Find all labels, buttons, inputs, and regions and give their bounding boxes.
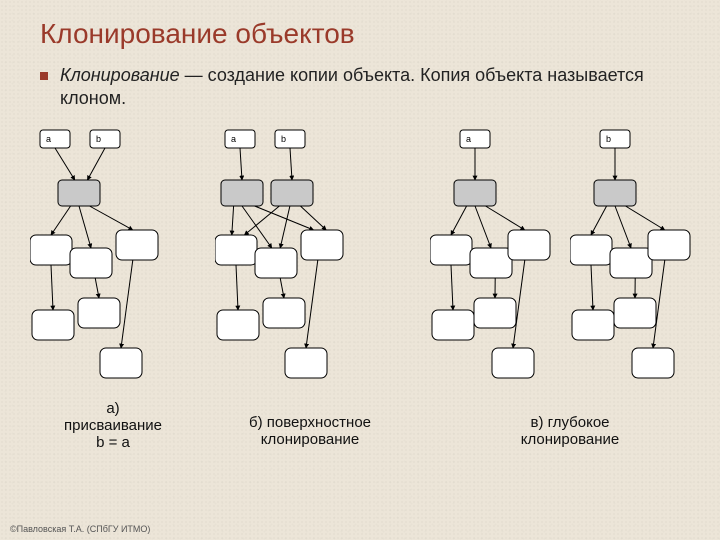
edge-g-c2 (475, 206, 491, 248)
edge-c1-d1 (591, 265, 593, 310)
node-b (275, 130, 305, 148)
edge-ga-c1 (232, 206, 234, 235)
edge-b-gb (290, 148, 292, 180)
node-d2 (263, 298, 305, 328)
diag-b: ab (215, 120, 415, 380)
edge-g-c1 (451, 206, 467, 235)
diag-a: ab (30, 120, 200, 380)
node-c3 (508, 230, 550, 260)
node-a (40, 130, 70, 148)
node-d3 (492, 348, 534, 378)
node-c2 (255, 248, 297, 278)
node-g (58, 180, 100, 206)
node-g (454, 180, 496, 206)
node-a (225, 130, 255, 148)
node-d1 (572, 310, 614, 340)
node-a (460, 130, 490, 148)
node-d2 (474, 298, 516, 328)
node-d2 (78, 298, 120, 328)
node-d1 (217, 310, 259, 340)
node-c1 (430, 235, 472, 265)
definition-text: Клонирование — создание копии объекта. К… (60, 64, 670, 109)
node-c3 (116, 230, 158, 260)
bullet-row: Клонирование — создание копии объекта. К… (40, 64, 670, 109)
footer-copyright: ©Павловская Т.А. (СПбГУ ИТМО) (10, 524, 150, 534)
node-c2 (70, 248, 112, 278)
node-label-b: b (281, 134, 286, 144)
node-d3 (100, 348, 142, 378)
edge-c2-d2 (280, 278, 284, 298)
node-gb (271, 180, 313, 206)
edge-a-g (55, 148, 75, 180)
node-c1 (570, 235, 612, 265)
node-c3 (648, 230, 690, 260)
node-d3 (632, 348, 674, 378)
edge-gb-c1 (244, 206, 279, 235)
node-c2 (470, 248, 512, 278)
node-label-a: a (466, 134, 471, 144)
node-label-a: a (231, 134, 236, 144)
edge-c2-d2 (95, 278, 99, 298)
edge-g-c1 (591, 206, 607, 235)
edge-g-c3 (486, 206, 525, 230)
node-c3 (301, 230, 343, 260)
slide-title: Клонирование объектов (40, 18, 355, 50)
edge-a-ga (240, 148, 242, 180)
edge-c3-d3 (306, 260, 318, 348)
node-d3 (285, 348, 327, 378)
edge-b-g (87, 148, 105, 180)
node-b (600, 130, 630, 148)
bullet-square-icon (40, 72, 48, 80)
edge-g-c2 (615, 206, 631, 248)
edge-c1-d1 (51, 265, 53, 310)
edge-g-c1 (51, 206, 71, 235)
edge-c3-d3 (121, 260, 133, 348)
node-d1 (32, 310, 74, 340)
caption-cap-a: а)присваиваниеb = a (28, 400, 198, 451)
node-c2 (610, 248, 652, 278)
node-g (594, 180, 636, 206)
node-d2 (614, 298, 656, 328)
node-c1 (30, 235, 72, 265)
edge-g-c2 (79, 206, 91, 248)
definition-term: Клонирование (60, 65, 180, 85)
diag-c2: b (570, 120, 720, 380)
caption-cap-b: б) поверхностноеклонирование (200, 414, 420, 448)
edge-g-c3 (626, 206, 665, 230)
node-label-b: b (606, 134, 611, 144)
node-b (90, 130, 120, 148)
caption-cap-c: в) глубокоеклонирование (470, 414, 670, 448)
edge-c1-d1 (451, 265, 453, 310)
node-label-a: a (46, 134, 51, 144)
diag-c1: a (430, 120, 580, 380)
node-d1 (432, 310, 474, 340)
edge-c1-d1 (236, 265, 238, 310)
edge-gb-c2 (280, 206, 290, 248)
node-c1 (215, 235, 257, 265)
node-label-b: b (96, 134, 101, 144)
node-ga (221, 180, 263, 206)
edge-g-c3 (90, 206, 133, 230)
